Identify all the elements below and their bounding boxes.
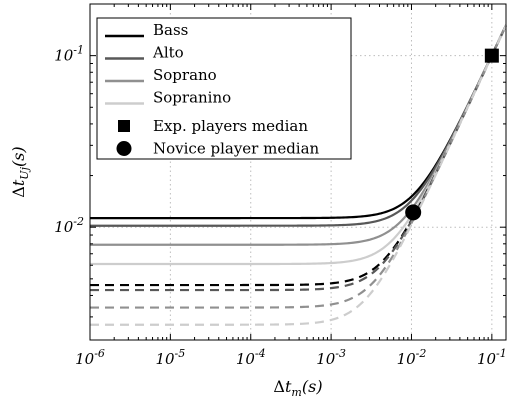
legend-circle-marker	[116, 141, 132, 156]
series-lines	[90, 24, 507, 326]
y-axis-title: ΔtUj(s)	[9, 146, 31, 197]
exp-players-median-marker	[484, 48, 499, 63]
legend: Bass Alto Soprano Sopranino Exp. players med…	[96, 17, 352, 160]
x-axis-title: Δtm(s)	[273, 377, 322, 399]
legend-box	[96, 17, 352, 160]
axis-titles: Δtm(s) ΔtUj(s)	[9, 146, 323, 399]
legend-label-exp-players: Exp. players median	[153, 117, 308, 135]
data-markers	[405, 48, 499, 221]
legend-label-soprano: Soprano	[153, 66, 217, 84]
legend-label-alto: Alto	[152, 44, 184, 62]
axes	[89, 3, 507, 341]
x-tick-label: 10-5	[155, 347, 185, 368]
y-tick-label: 10-2	[54, 215, 84, 236]
legend-square-marker	[118, 120, 130, 132]
series-line-dashed-7	[90, 24, 507, 326]
legend-label-bass: Bass	[153, 21, 188, 39]
y-tick-label: 10-1	[54, 44, 84, 65]
x-tick-label: 10-3	[316, 347, 346, 368]
novice-player-median-marker	[405, 204, 422, 221]
x-tick-label: 10-2	[397, 347, 427, 368]
legend-label-sopranino: Sopranino	[153, 89, 231, 107]
x-tick-label: 10-4	[236, 347, 266, 368]
tick-labels: 10-6 10-5 10-4 10-3 10-2 10-1 10-2 10-1	[54, 44, 507, 368]
series-line-solid-1	[90, 24, 507, 227]
plot-frame	[89, 3, 507, 341]
legend-label-novice-player: Novice player median	[153, 140, 320, 158]
x-tick-label: 10-6	[75, 347, 105, 368]
x-tick-label: 10-1	[477, 347, 507, 368]
